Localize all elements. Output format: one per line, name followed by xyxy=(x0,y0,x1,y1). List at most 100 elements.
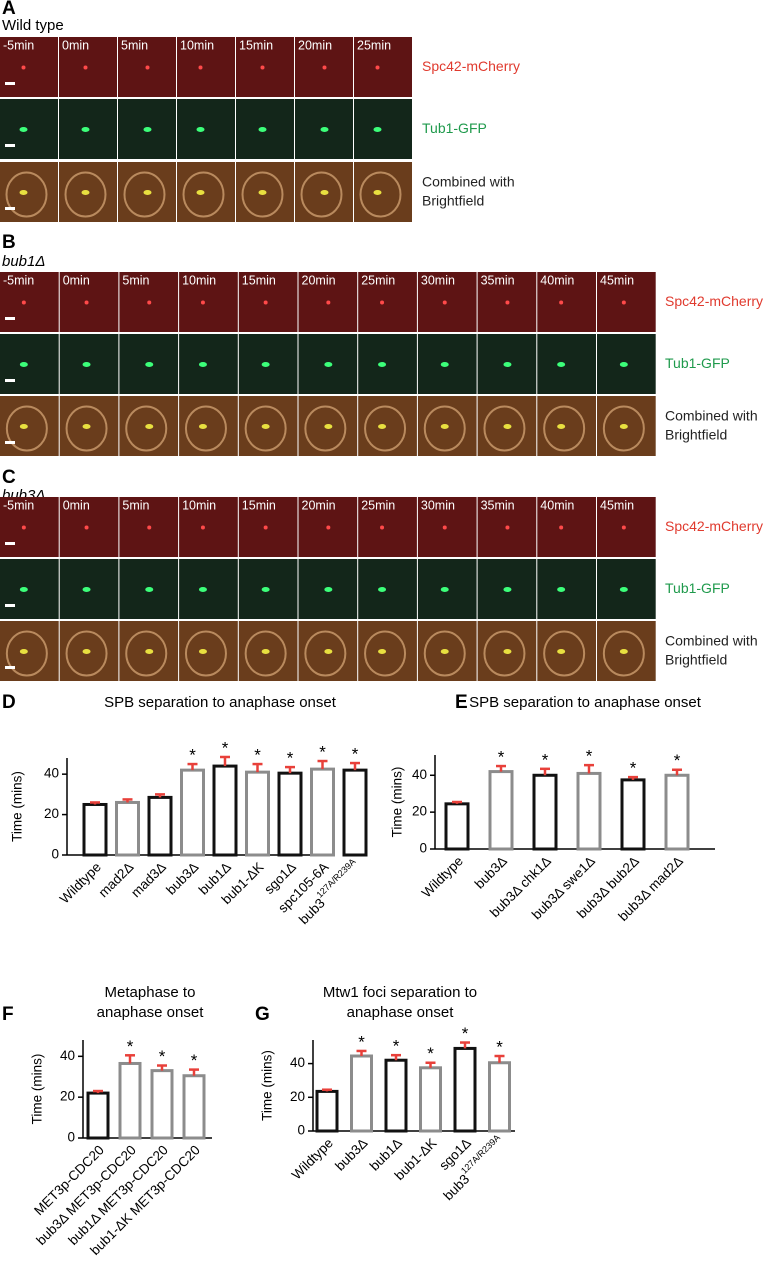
significance-marker: * xyxy=(358,1032,365,1051)
spindle-signal xyxy=(143,190,152,195)
bar xyxy=(245,770,270,857)
bar xyxy=(384,1058,408,1133)
micrograph-frame xyxy=(354,99,412,159)
scale-bar xyxy=(5,207,15,210)
micrograph-frame xyxy=(0,396,59,456)
micrograph-frame xyxy=(0,559,59,619)
spindle-signal xyxy=(619,649,628,654)
spindle-signal xyxy=(196,127,205,132)
channel-label: Brightfield xyxy=(665,652,727,668)
time-label: 0min xyxy=(63,273,90,287)
category-text: Wildtype xyxy=(418,853,465,900)
y-axis-label: Time (mins) xyxy=(10,771,25,842)
time-label: 10min xyxy=(180,38,214,52)
spindle-signal xyxy=(378,587,387,592)
time-label: 40min xyxy=(540,273,574,287)
spindle-signal xyxy=(559,300,564,305)
micrograph-frame xyxy=(238,272,298,332)
micrograph-frame xyxy=(358,497,417,557)
cell-outline xyxy=(364,630,407,677)
cell-outline xyxy=(5,171,48,218)
time-label: -5min xyxy=(3,498,34,512)
spindle-signal xyxy=(440,424,449,429)
chart-title: SPB separation to anaphase onset xyxy=(469,694,702,711)
scale-bar xyxy=(5,441,15,444)
y-tick-label: 0 xyxy=(51,847,59,862)
category-text: Wildtype xyxy=(288,1135,335,1182)
bar xyxy=(664,773,690,851)
time-label: 20min xyxy=(298,38,332,52)
spindle-signal xyxy=(380,525,385,530)
panel-letter: F xyxy=(2,1004,14,1025)
category-text: bub3Δ xyxy=(471,853,509,891)
micrograph-frame xyxy=(179,559,238,619)
micrograph-frame xyxy=(358,621,417,681)
cell-outline xyxy=(304,630,347,677)
panel-letter: G xyxy=(255,1004,270,1025)
cell-outline xyxy=(543,630,586,677)
micrograph-frame xyxy=(0,162,58,222)
bar xyxy=(147,795,173,857)
time-label: 30min xyxy=(421,273,455,287)
cell-outline xyxy=(125,630,168,677)
bar xyxy=(180,768,205,857)
significance-marker: * xyxy=(427,1044,434,1063)
spindle-signal xyxy=(198,65,203,70)
spindle-signal xyxy=(145,649,154,654)
time-label: 15min xyxy=(242,498,276,512)
spindle-signal xyxy=(263,525,268,530)
spindle-signal xyxy=(258,190,267,195)
x-tick-label: mad2Δ xyxy=(95,859,136,900)
spindle-signal xyxy=(440,587,449,592)
bar xyxy=(576,771,602,851)
panel-letter: E xyxy=(455,692,468,713)
y-tick-label: 0 xyxy=(419,841,427,856)
y-tick-label: 40 xyxy=(290,1055,305,1070)
x-tick-label: Wildtype xyxy=(288,1135,335,1182)
spindle-signal xyxy=(200,525,205,530)
significance-marker: * xyxy=(586,747,593,766)
spindle-signal xyxy=(82,649,91,654)
spindle-signal xyxy=(19,424,28,429)
significance-marker: * xyxy=(159,1047,166,1066)
cell-outline xyxy=(182,171,225,218)
significance-marker: * xyxy=(674,751,681,770)
spindle-signal xyxy=(258,127,267,132)
bar xyxy=(310,767,335,857)
spindle-signal xyxy=(442,525,447,530)
spindle-signal xyxy=(261,424,270,429)
micrograph-frame xyxy=(177,37,235,97)
micrograph-frame xyxy=(354,37,412,97)
channel-label: Brightfield xyxy=(665,427,727,443)
panel-letter: D xyxy=(2,692,16,713)
scale-bar xyxy=(5,604,15,607)
spindle-signal xyxy=(619,424,628,429)
spindle-signal xyxy=(83,65,88,70)
cell-outline xyxy=(241,171,284,218)
significance-marker: * xyxy=(127,1037,134,1056)
y-tick-label: 20 xyxy=(60,1089,75,1104)
significance-marker: * xyxy=(630,759,637,778)
micrograph-frame xyxy=(0,99,58,159)
bar xyxy=(115,800,140,857)
spindle-signal xyxy=(503,362,512,367)
bar xyxy=(182,1074,206,1140)
micrograph-frame xyxy=(537,559,596,619)
spindle-signal xyxy=(19,190,28,195)
micrograph-frame xyxy=(179,272,238,332)
significance-marker: * xyxy=(496,1037,503,1056)
significance-marker: * xyxy=(352,745,359,764)
bar xyxy=(350,1054,373,1133)
spindle-signal xyxy=(619,587,628,592)
cell-outline xyxy=(123,171,166,218)
panel-letter: B xyxy=(2,232,16,253)
spindle-signal xyxy=(324,362,333,367)
spindle-signal xyxy=(145,65,150,70)
y-tick-label: 20 xyxy=(412,804,427,819)
y-tick-label: 20 xyxy=(290,1089,305,1104)
micrograph-frame xyxy=(179,621,238,681)
spindle-signal xyxy=(320,127,329,132)
micrograph-frame xyxy=(537,272,596,332)
time-label: 15min xyxy=(239,38,273,52)
